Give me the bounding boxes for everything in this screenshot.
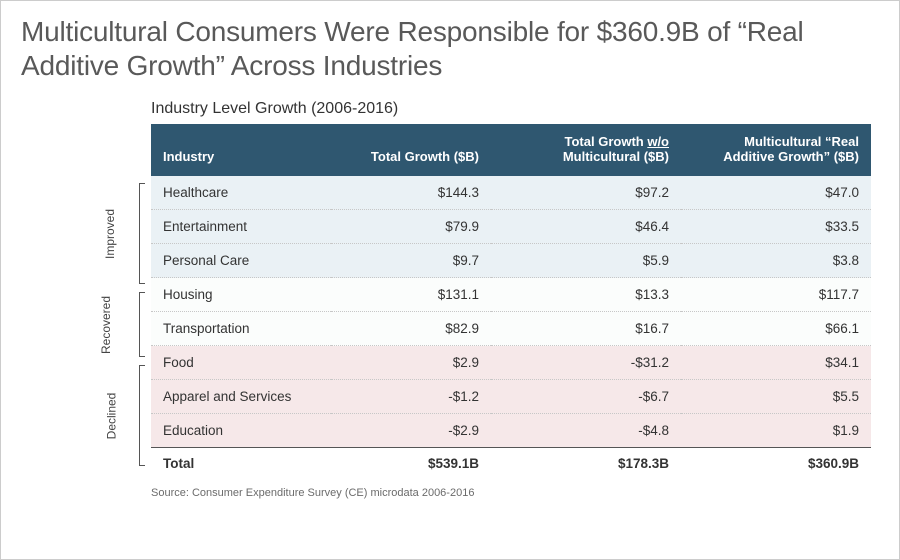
cell-value: -$31.2 <box>491 346 681 380</box>
cell-total-value: $539.1B <box>331 448 491 478</box>
cell-value: $9.7 <box>331 244 491 278</box>
growth-table: Industry Total Growth ($B) Total Growth … <box>151 124 871 477</box>
table-row: Healthcare$144.3$97.2$47.0 <box>151 176 871 210</box>
slide-canvas: Multicultural Consumers Were Responsible… <box>0 0 900 560</box>
cell-value: $5.9 <box>491 244 681 278</box>
cell-value: -$6.7 <box>491 380 681 414</box>
cell-value: $97.2 <box>491 176 681 210</box>
row-group-label: Declined <box>105 392 119 439</box>
cell-value: $79.9 <box>331 210 491 244</box>
cell-industry: Entertainment <box>151 210 331 244</box>
bracket-icon <box>139 365 145 466</box>
cell-industry: Food <box>151 346 331 380</box>
table-row: Personal Care$9.7$5.9$3.8 <box>151 244 871 278</box>
col-total-growth: Total Growth ($B) <box>331 124 491 176</box>
cell-value: $131.1 <box>331 278 491 312</box>
col-mc-growth: Multicultural “Real Additive Growth” ($B… <box>681 124 871 176</box>
cell-value: $34.1 <box>681 346 871 380</box>
table-row: Apparel and Services-$1.2-$6.7$5.5 <box>151 380 871 414</box>
row-group-recovered: Recovered <box>61 288 151 361</box>
cell-total-value: $178.3B <box>491 448 681 478</box>
cell-industry: Education <box>151 414 331 448</box>
cell-industry: Personal Care <box>151 244 331 278</box>
total-row: Total$539.1B$178.3B$360.9B <box>151 448 871 478</box>
table-row: Housing$131.1$13.3$117.7 <box>151 278 871 312</box>
cell-value: $3.8 <box>681 244 871 278</box>
cell-value: $46.4 <box>491 210 681 244</box>
row-group-label: Recovered <box>99 296 113 354</box>
table-container: Improved Recovered Declined Industry Total… <box>61 124 879 477</box>
table-row: Entertainment$79.9$46.4$33.5 <box>151 210 871 244</box>
row-group-labels: Improved Recovered Declined <box>61 124 151 477</box>
cell-value: $13.3 <box>491 278 681 312</box>
cell-total-label: Total <box>151 448 331 478</box>
table-row: Food$2.9-$31.2$34.1 <box>151 346 871 380</box>
cell-value: -$4.8 <box>491 414 681 448</box>
row-group-label: Improved <box>103 209 117 259</box>
cell-value: -$1.2 <box>331 380 491 414</box>
slide-title: Multicultural Consumers Were Responsible… <box>21 15 879 82</box>
cell-total-value: $360.9B <box>681 448 871 478</box>
cell-industry: Healthcare <box>151 176 331 210</box>
cell-industry: Housing <box>151 278 331 312</box>
cell-value: $66.1 <box>681 312 871 346</box>
cell-value: $5.5 <box>681 380 871 414</box>
table-row: Education-$2.9-$4.8$1.9 <box>151 414 871 448</box>
col-industry: Industry <box>151 124 331 176</box>
cell-value: $117.7 <box>681 278 871 312</box>
cell-value: -$2.9 <box>331 414 491 448</box>
bracket-icon <box>139 183 145 284</box>
cell-value: $144.3 <box>331 176 491 210</box>
cell-industry: Transportation <box>151 312 331 346</box>
cell-value: $16.7 <box>491 312 681 346</box>
table-row: Transportation$82.9$16.7$66.1 <box>151 312 871 346</box>
cell-value: $33.5 <box>681 210 871 244</box>
source-footnote: Source: Consumer Expenditure Survey (CE)… <box>151 487 879 499</box>
cell-value: $1.9 <box>681 414 871 448</box>
bracket-icon <box>139 292 145 357</box>
row-group-improved: Improved <box>61 179 151 288</box>
cell-industry: Apparel and Services <box>151 380 331 414</box>
row-group-declined: Declined <box>61 361 151 470</box>
cell-value: $47.0 <box>681 176 871 210</box>
col-total-wo-mc: Total Growth w/o Multicultural ($B) <box>491 124 681 176</box>
cell-value: $2.9 <box>331 346 491 380</box>
table-body: Healthcare$144.3$97.2$47.0Entertainment$… <box>151 176 871 477</box>
table-header: Industry Total Growth ($B) Total Growth … <box>151 124 871 176</box>
cell-value: $82.9 <box>331 312 491 346</box>
table-subtitle: Industry Level Growth (2006-2016) <box>151 100 879 118</box>
